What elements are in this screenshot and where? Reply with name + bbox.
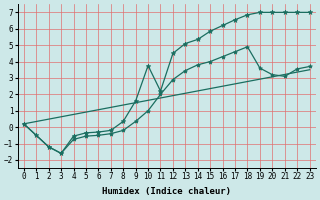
X-axis label: Humidex (Indice chaleur): Humidex (Indice chaleur) [102, 187, 231, 196]
